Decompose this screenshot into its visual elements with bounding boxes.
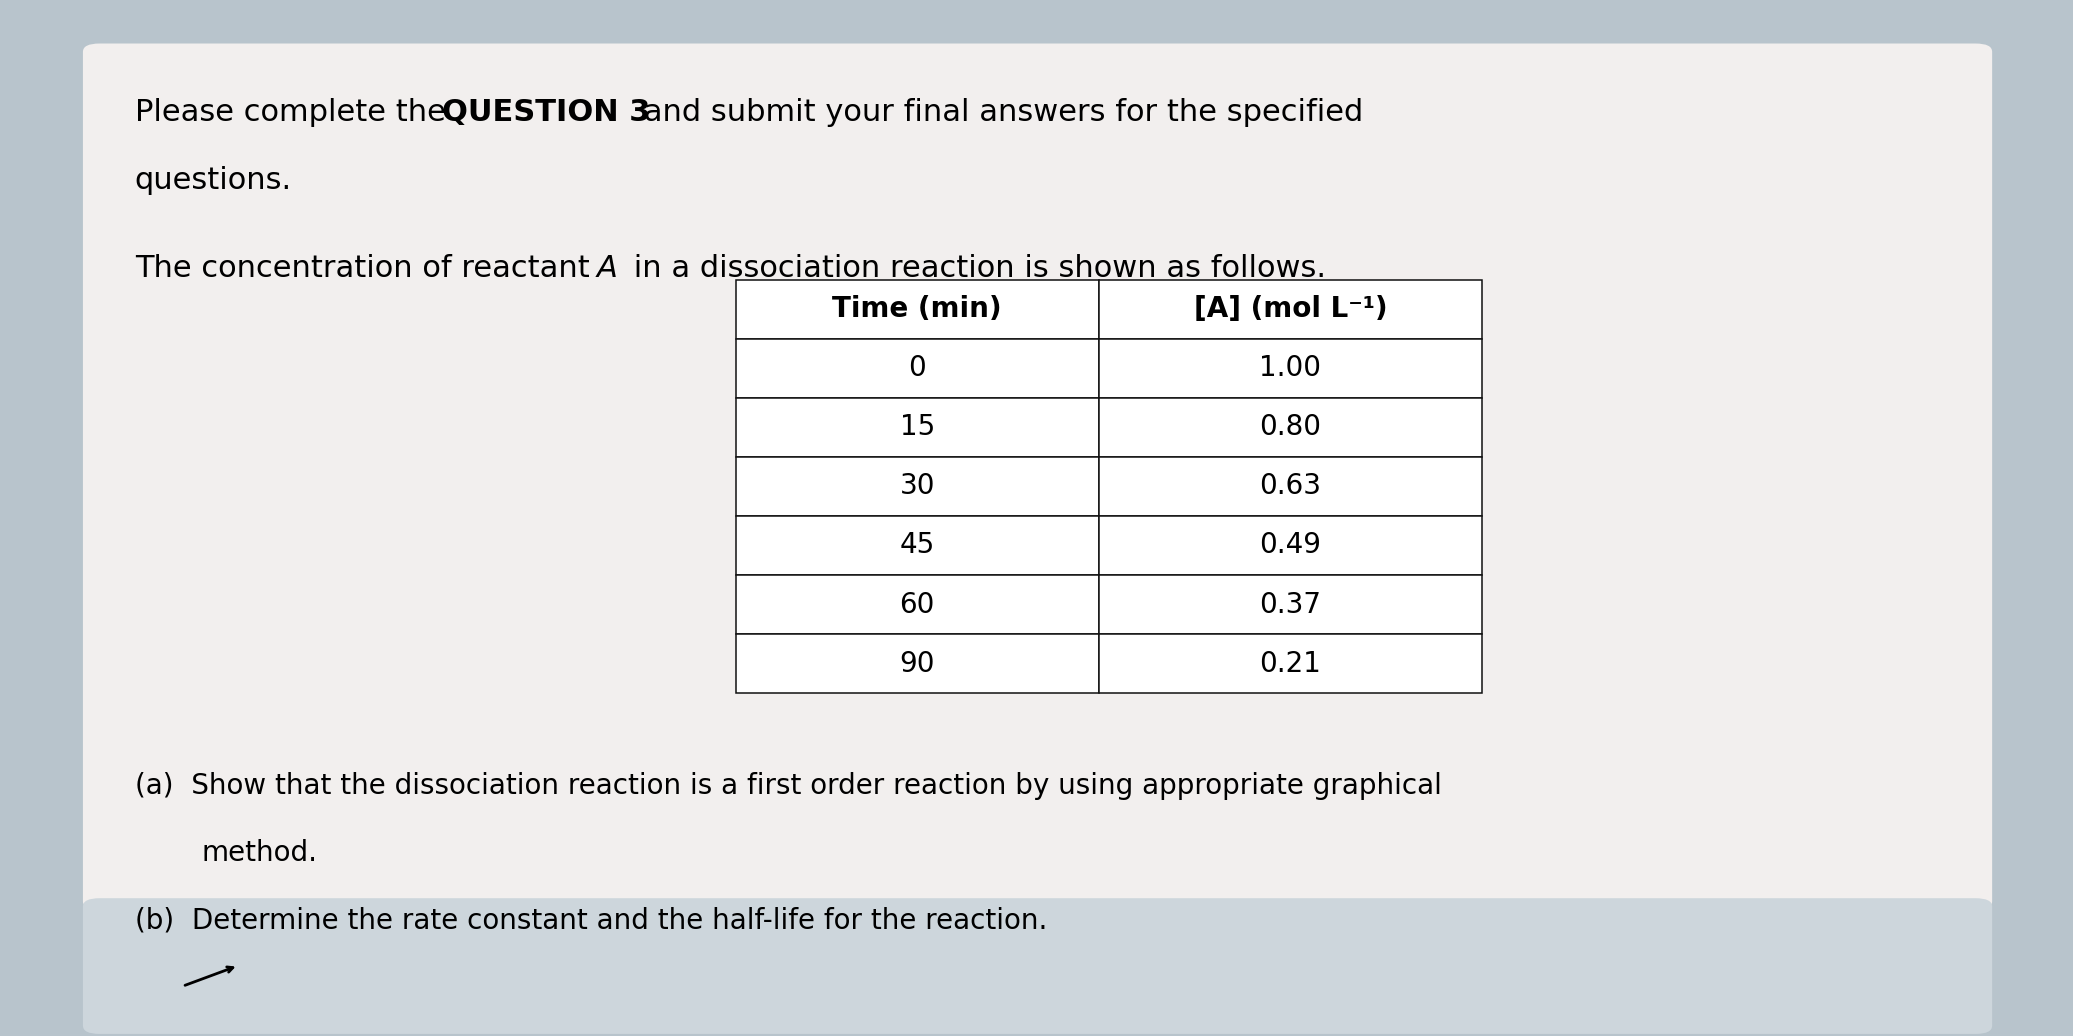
- Text: method.: method.: [201, 839, 317, 867]
- Text: 90: 90: [900, 650, 935, 678]
- Text: Time (min): Time (min): [833, 295, 1001, 323]
- Text: 45: 45: [900, 531, 935, 559]
- Text: [A] (mol L⁻¹): [A] (mol L⁻¹): [1194, 295, 1387, 323]
- Bar: [1099, 398, 1482, 457]
- Bar: [736, 339, 1099, 398]
- Text: 1.00: 1.00: [1260, 354, 1321, 382]
- Text: QUESTION 3: QUESTION 3: [442, 98, 651, 127]
- Bar: [736, 634, 1099, 693]
- Bar: [1099, 280, 1482, 339]
- Text: 30: 30: [900, 472, 935, 500]
- Text: questions.: questions.: [135, 166, 292, 195]
- FancyBboxPatch shape: [83, 898, 1992, 1034]
- Text: 15: 15: [900, 413, 935, 441]
- Text: 60: 60: [900, 591, 935, 618]
- Bar: [1099, 634, 1482, 693]
- Text: 0.49: 0.49: [1260, 531, 1321, 559]
- Text: 0.21: 0.21: [1260, 650, 1321, 678]
- Bar: [736, 457, 1099, 516]
- Text: 0.80: 0.80: [1260, 413, 1321, 441]
- Text: 0.37: 0.37: [1260, 591, 1321, 618]
- Bar: [736, 575, 1099, 634]
- Bar: [1099, 575, 1482, 634]
- Text: and submit your final answers for the specified: and submit your final answers for the sp…: [634, 98, 1364, 127]
- Text: (b)  Determine the rate constant and the half-life for the reaction.: (b) Determine the rate constant and the …: [135, 906, 1047, 934]
- Text: 0: 0: [908, 354, 927, 382]
- Bar: [1099, 339, 1482, 398]
- Bar: [736, 280, 1099, 339]
- Bar: [736, 516, 1099, 575]
- Text: (a)  Show that the dissociation reaction is a first order reaction by using appr: (a) Show that the dissociation reaction …: [135, 772, 1441, 800]
- Bar: [736, 398, 1099, 457]
- Bar: [1099, 457, 1482, 516]
- Text: 0.63: 0.63: [1260, 472, 1321, 500]
- Text: in a dissociation reaction is shown as follows.: in a dissociation reaction is shown as f…: [624, 254, 1327, 283]
- Text: Please complete the: Please complete the: [135, 98, 456, 127]
- Text: The concentration of reactant: The concentration of reactant: [135, 254, 599, 283]
- Text: A: A: [597, 254, 618, 283]
- Bar: [1099, 516, 1482, 575]
- FancyBboxPatch shape: [83, 44, 1992, 910]
